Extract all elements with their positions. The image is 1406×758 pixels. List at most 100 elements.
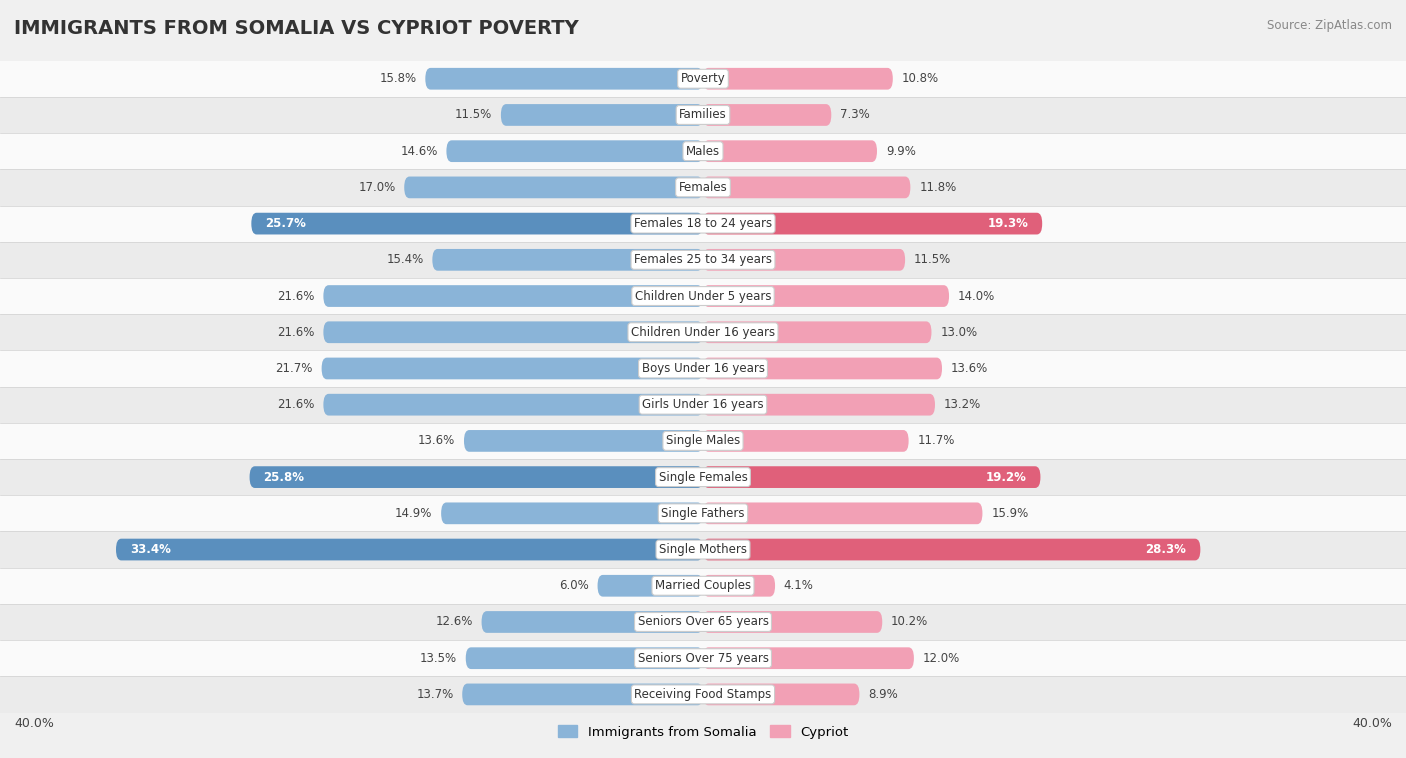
Bar xyxy=(0,314,1406,350)
Text: 15.8%: 15.8% xyxy=(380,72,416,85)
Text: 15.4%: 15.4% xyxy=(387,253,423,266)
Text: 13.6%: 13.6% xyxy=(418,434,456,447)
Bar xyxy=(0,133,1406,169)
Text: 10.2%: 10.2% xyxy=(891,615,928,628)
Text: 12.6%: 12.6% xyxy=(436,615,472,628)
FancyBboxPatch shape xyxy=(703,285,949,307)
Text: Married Couples: Married Couples xyxy=(655,579,751,592)
Bar xyxy=(0,387,1406,423)
Text: 9.9%: 9.9% xyxy=(886,145,915,158)
FancyBboxPatch shape xyxy=(703,575,775,597)
Bar xyxy=(0,568,1406,604)
Bar xyxy=(0,205,1406,242)
Text: 11.5%: 11.5% xyxy=(456,108,492,121)
Text: Females 25 to 34 years: Females 25 to 34 years xyxy=(634,253,772,266)
Text: 21.6%: 21.6% xyxy=(277,290,315,302)
FancyBboxPatch shape xyxy=(703,466,1040,488)
Text: Single Mothers: Single Mothers xyxy=(659,543,747,556)
FancyBboxPatch shape xyxy=(703,104,831,126)
Text: Children Under 16 years: Children Under 16 years xyxy=(631,326,775,339)
FancyBboxPatch shape xyxy=(703,503,983,525)
Text: 28.3%: 28.3% xyxy=(1146,543,1187,556)
Text: 14.6%: 14.6% xyxy=(401,145,437,158)
Text: Females: Females xyxy=(679,181,727,194)
Bar xyxy=(0,61,1406,97)
FancyBboxPatch shape xyxy=(703,358,942,379)
Text: 11.7%: 11.7% xyxy=(917,434,955,447)
FancyBboxPatch shape xyxy=(323,321,703,343)
Text: 13.7%: 13.7% xyxy=(416,688,454,701)
Text: Seniors Over 75 years: Seniors Over 75 years xyxy=(637,652,769,665)
FancyBboxPatch shape xyxy=(703,177,911,199)
Text: 14.0%: 14.0% xyxy=(957,290,995,302)
Text: 15.9%: 15.9% xyxy=(991,507,1028,520)
FancyBboxPatch shape xyxy=(703,213,1042,234)
Text: 40.0%: 40.0% xyxy=(1353,717,1392,731)
FancyBboxPatch shape xyxy=(703,321,932,343)
Text: Girls Under 16 years: Girls Under 16 years xyxy=(643,398,763,411)
Bar xyxy=(0,676,1406,713)
Text: Children Under 5 years: Children Under 5 years xyxy=(634,290,772,302)
Text: IMMIGRANTS FROM SOMALIA VS CYPRIOT POVERTY: IMMIGRANTS FROM SOMALIA VS CYPRIOT POVER… xyxy=(14,19,579,38)
FancyBboxPatch shape xyxy=(703,611,883,633)
FancyBboxPatch shape xyxy=(598,575,703,597)
Text: 25.8%: 25.8% xyxy=(264,471,305,484)
Text: Source: ZipAtlas.com: Source: ZipAtlas.com xyxy=(1267,19,1392,32)
Bar xyxy=(0,531,1406,568)
FancyBboxPatch shape xyxy=(433,249,703,271)
Text: 4.1%: 4.1% xyxy=(785,579,814,592)
Text: Seniors Over 65 years: Seniors Over 65 years xyxy=(637,615,769,628)
Text: 13.0%: 13.0% xyxy=(941,326,977,339)
FancyBboxPatch shape xyxy=(481,611,703,633)
FancyBboxPatch shape xyxy=(250,466,703,488)
FancyBboxPatch shape xyxy=(441,503,703,525)
Text: Poverty: Poverty xyxy=(681,72,725,85)
FancyBboxPatch shape xyxy=(323,285,703,307)
Text: Boys Under 16 years: Boys Under 16 years xyxy=(641,362,765,375)
FancyBboxPatch shape xyxy=(703,647,914,669)
Text: 12.0%: 12.0% xyxy=(922,652,960,665)
FancyBboxPatch shape xyxy=(405,177,703,199)
Text: 19.2%: 19.2% xyxy=(986,471,1026,484)
Bar xyxy=(0,97,1406,133)
FancyBboxPatch shape xyxy=(465,647,703,669)
FancyBboxPatch shape xyxy=(463,684,703,705)
Text: Single Males: Single Males xyxy=(666,434,740,447)
Text: 21.6%: 21.6% xyxy=(277,326,315,339)
Bar xyxy=(0,242,1406,278)
FancyBboxPatch shape xyxy=(425,68,703,89)
Text: Males: Males xyxy=(686,145,720,158)
FancyBboxPatch shape xyxy=(447,140,703,162)
Bar xyxy=(0,169,1406,205)
Text: Families: Families xyxy=(679,108,727,121)
FancyBboxPatch shape xyxy=(323,394,703,415)
Text: 14.9%: 14.9% xyxy=(395,507,433,520)
Bar xyxy=(0,459,1406,495)
Text: 7.3%: 7.3% xyxy=(841,108,870,121)
Text: 21.6%: 21.6% xyxy=(277,398,315,411)
Text: 21.7%: 21.7% xyxy=(276,362,314,375)
FancyBboxPatch shape xyxy=(115,539,703,560)
Legend: Immigrants from Somalia, Cypriot: Immigrants from Somalia, Cypriot xyxy=(553,720,853,744)
Bar xyxy=(0,350,1406,387)
Text: 13.2%: 13.2% xyxy=(943,398,981,411)
FancyBboxPatch shape xyxy=(703,140,877,162)
FancyBboxPatch shape xyxy=(703,539,1201,560)
FancyBboxPatch shape xyxy=(322,358,703,379)
Text: 11.5%: 11.5% xyxy=(914,253,950,266)
Text: 33.4%: 33.4% xyxy=(129,543,172,556)
Bar xyxy=(0,495,1406,531)
FancyBboxPatch shape xyxy=(703,249,905,271)
Text: 6.0%: 6.0% xyxy=(560,579,589,592)
FancyBboxPatch shape xyxy=(703,68,893,89)
Text: Receiving Food Stamps: Receiving Food Stamps xyxy=(634,688,772,701)
Bar xyxy=(0,423,1406,459)
Text: 10.8%: 10.8% xyxy=(901,72,939,85)
Text: Females 18 to 24 years: Females 18 to 24 years xyxy=(634,217,772,230)
Bar xyxy=(0,640,1406,676)
FancyBboxPatch shape xyxy=(703,684,859,705)
FancyBboxPatch shape xyxy=(703,430,908,452)
Text: 19.3%: 19.3% xyxy=(987,217,1028,230)
Text: Single Fathers: Single Fathers xyxy=(661,507,745,520)
FancyBboxPatch shape xyxy=(501,104,703,126)
